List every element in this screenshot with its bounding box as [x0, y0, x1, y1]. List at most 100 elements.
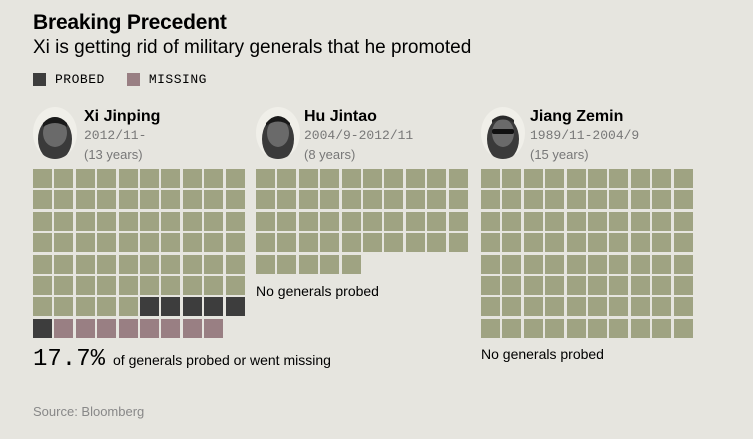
waffle-cell — [609, 318, 629, 338]
waffle-cell — [652, 169, 672, 188]
waffle-cell — [33, 211, 52, 231]
waffle-cell — [204, 211, 224, 231]
waffle-cell — [140, 318, 159, 338]
waffle-cell — [97, 297, 117, 317]
waffle-cell — [225, 233, 245, 253]
waffle-cell — [630, 233, 650, 253]
waffle-cell — [225, 254, 245, 274]
waffle-cell — [118, 169, 138, 188]
waffle-cell — [609, 233, 629, 253]
waffle-cell — [481, 276, 500, 295]
waffle-cell — [448, 211, 468, 231]
note-jiang: No generals probed — [481, 346, 604, 362]
waffle-cell — [566, 211, 586, 231]
waffle-cell — [673, 276, 693, 295]
waffle-cell — [523, 318, 543, 338]
waffle-cell — [502, 190, 522, 210]
waffle-cell — [341, 190, 361, 210]
waffle-cell — [161, 254, 181, 274]
waffle-cell — [481, 169, 500, 188]
waffle-cell — [97, 190, 117, 210]
waffle-cell — [673, 169, 693, 188]
waffle-cell — [277, 190, 297, 210]
waffle-cell — [448, 190, 468, 210]
waffle-cell — [363, 190, 382, 210]
waffle-cell — [182, 233, 202, 253]
waffle-cell — [33, 297, 52, 317]
waffle-cell — [673, 254, 693, 274]
waffle-cell — [481, 297, 500, 317]
waffle-cell — [652, 318, 672, 338]
waffle-cell — [54, 190, 74, 210]
waffle-cell — [566, 233, 586, 253]
waffle-cell — [97, 318, 117, 338]
waffle-cell — [277, 211, 297, 231]
waffle-cell — [298, 233, 318, 253]
legend-swatch-probed — [33, 73, 46, 86]
waffle-cell — [673, 233, 693, 253]
waffle-cell — [298, 254, 318, 274]
waffle-cell — [545, 297, 565, 317]
waffle-cell — [182, 254, 202, 274]
waffle-cell — [277, 254, 297, 274]
stat-value: 17.7% — [33, 346, 106, 373]
waffle-cell — [277, 233, 297, 253]
waffle-cell — [481, 233, 500, 253]
waffle-cell — [161, 318, 181, 338]
waffle-cell — [481, 190, 500, 210]
waffle-cell — [182, 318, 202, 338]
waffle-cell — [320, 211, 340, 231]
waffle-cell — [341, 211, 361, 231]
waffle-cell — [502, 297, 522, 317]
waffle-cell — [54, 211, 74, 231]
waffle-cell — [204, 276, 224, 295]
waffle-cell — [502, 318, 522, 338]
waffle-cell — [405, 211, 425, 231]
waffle-cell — [33, 169, 52, 188]
waffle-cell — [588, 169, 607, 188]
waffle-cell — [523, 211, 543, 231]
waffle-cell — [481, 318, 500, 338]
waffle-cell — [204, 169, 224, 188]
waffle-cell — [97, 254, 117, 274]
waffle-cell — [75, 233, 95, 253]
waffle-cell — [298, 190, 318, 210]
waffle-cell — [182, 169, 202, 188]
leader-term-xi: 2012/11- — [84, 128, 147, 143]
waffle-cell — [33, 254, 52, 274]
waffle-cell — [320, 169, 340, 188]
waffle-cell — [54, 318, 74, 338]
waffle-cell — [481, 254, 500, 274]
waffle-cell — [566, 169, 586, 188]
waffle-cell — [405, 233, 425, 253]
waffle-cell — [502, 233, 522, 253]
waffle-cell — [182, 297, 202, 317]
waffle-cell — [523, 233, 543, 253]
waffle-cell — [140, 211, 159, 231]
waffle-cell — [225, 169, 245, 188]
waffle-cell — [75, 190, 95, 210]
waffle-cell — [33, 233, 52, 253]
waffle-cell — [298, 169, 318, 188]
waffle-cell — [118, 233, 138, 253]
waffle-cell — [140, 233, 159, 253]
waffle-cell — [384, 233, 404, 253]
waffle-cell — [75, 276, 95, 295]
waffle-cell — [277, 169, 297, 188]
waffle-cell — [502, 254, 522, 274]
waffle-cell — [652, 254, 672, 274]
legend-label-missing: MISSING — [148, 72, 207, 87]
waffle-cell — [588, 297, 607, 317]
waffle-cell — [405, 169, 425, 188]
waffle-cell — [320, 190, 340, 210]
waffle-cell — [256, 233, 275, 253]
waffle-cell — [341, 233, 361, 253]
waffle-cell — [609, 254, 629, 274]
waffle-cell — [256, 254, 275, 274]
waffle-cell — [298, 211, 318, 231]
waffle-cell — [609, 190, 629, 210]
chart-subtitle: Xi is getting rid of military generals t… — [33, 37, 472, 58]
waffle-cell — [161, 297, 181, 317]
waffle-cell — [54, 276, 74, 295]
waffle-cell — [427, 169, 447, 188]
